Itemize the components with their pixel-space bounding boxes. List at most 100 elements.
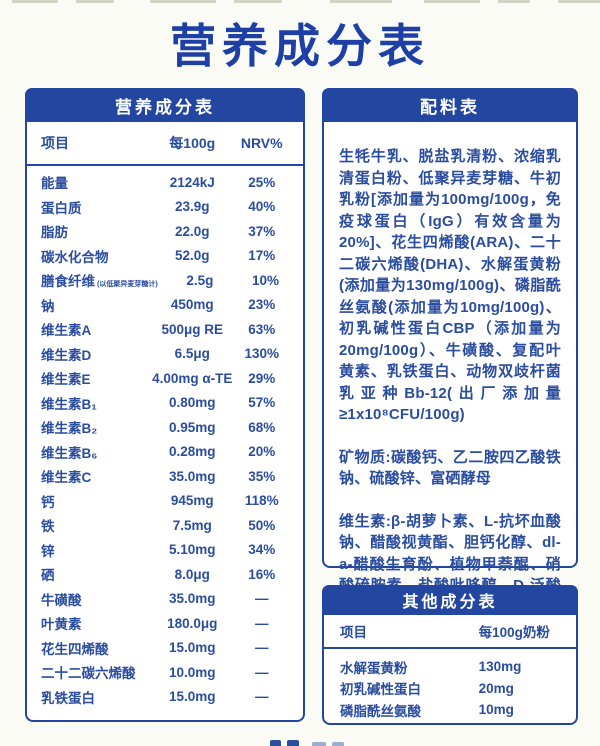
nutrient-name: 牛磺酸: [41, 592, 82, 608]
nutrient-value: 450mg: [170, 297, 214, 313]
nutrient-value: 4.00mg α-TE: [152, 370, 233, 386]
table-row: 锌 5.10mg 34%: [41, 538, 289, 563]
table-row: 硒 8.0μg 16%: [41, 562, 289, 587]
table-row: 花生四烯酸 15.0mg —: [41, 636, 289, 661]
column-header-item: 项目: [41, 135, 69, 151]
table-row: 蛋白质 23.9g 40%: [41, 195, 289, 220]
nutrient-nrv: 29%: [248, 370, 276, 386]
nutrient-value: 7.5mg: [172, 517, 212, 533]
nutrient-name: 叶黄素: [41, 617, 82, 633]
glyph-fragment: [498, 0, 530, 3]
glyph-fragment: [150, 0, 216, 3]
nutrient-name: 铁: [41, 519, 55, 535]
nutrient-nrv: 34%: [248, 542, 276, 558]
table-row: 膳食纤维 (以低聚异麦芽糖计) 2.5g 10%: [41, 268, 289, 293]
other-column-header-row: 项目 每100g奶粉: [324, 615, 576, 649]
nutrient-nrv: 63%: [248, 321, 276, 337]
nutrient-value: 8.0μg: [174, 566, 210, 582]
nutrient-name: 锌: [41, 543, 55, 559]
nutrient-value: 35.0mg: [169, 468, 216, 484]
glyph-fragment: [330, 0, 392, 3]
nutrient-nrv: 57%: [248, 395, 276, 411]
nutrient-nrv: 50%: [248, 517, 276, 533]
table-row: 维生素A 500μg RE 63%: [41, 317, 289, 342]
table-row: 维生素D 6.5μg 130%: [41, 342, 289, 367]
nutrition-panel: 营养成分表 项目 每100g NRV% 能量 2124kJ 25% 蛋白质 23…: [25, 88, 305, 722]
table-row: 水解蛋黄粉 130mg: [340, 656, 560, 678]
nutrient-value: 15.0mg: [169, 689, 216, 705]
nutrient-nrv: 25%: [248, 174, 276, 190]
nutrient-name: 能量: [41, 176, 68, 192]
table-row: 初乳碱性蛋白 20mg: [340, 678, 560, 700]
table-row: 钙 945mg 118%: [41, 489, 289, 514]
glyph-fragment: [332, 742, 344, 746]
table-row: 钠 450mg 23%: [41, 293, 289, 318]
nutrient-value: 23.9g: [175, 199, 210, 215]
component-name: 磷脂酰丝氨酸: [340, 703, 421, 719]
page-title: 营养成分表: [170, 20, 430, 72]
table-row: 维生素B₆ 0.28mg 20%: [41, 440, 289, 465]
table-row: 维生素B₁ 0.80mg 57%: [41, 391, 289, 416]
nutrient-name: 维生素C: [41, 470, 92, 486]
table-row: 维生素E 4.00mg α-TE 29%: [41, 366, 289, 391]
component-value: 10mg: [478, 702, 514, 718]
nutrient-name: 维生素B₆: [41, 445, 98, 461]
nutrient-nrv: 23%: [248, 297, 276, 313]
table-row: 乳铁蛋白 15.0mg —: [41, 685, 289, 710]
nutrient-nrv: 35%: [248, 468, 276, 484]
nutrient-name: 维生素B₁: [41, 396, 97, 412]
nutrient-nrv: 17%: [248, 248, 276, 264]
glyph-fragment: [12, 0, 58, 3]
nutrient-value: 0.80mg: [169, 395, 216, 411]
other-column-header-per100g: 每100g奶粉: [478, 625, 550, 640]
ingredients-paragraph: 生牦牛乳、脱盐乳清粉、浓缩乳清蛋白粉、低聚异麦芽糖、牛初乳粉[添加量为100mg…: [339, 148, 561, 423]
nutrition-panel-title: 营养成分表: [115, 97, 215, 117]
table-row: 能量 2124kJ 25%: [41, 170, 289, 195]
nutrient-value: 52.0g: [175, 248, 210, 264]
table-row: 脂肪 22.0g 37%: [41, 219, 289, 244]
component-name: 水解蛋黄粉: [340, 660, 408, 676]
ingredients-panel: 配料表 生牦牛乳、脱盐乳清粉、浓缩乳清蛋白粉、低聚异麦芽糖、牛初乳粉[添加量为1…: [322, 88, 578, 616]
nutrient-value: 0.95mg: [169, 419, 216, 435]
nutrient-nrv: 20%: [248, 444, 276, 460]
nutrient-value: 15.0mg: [169, 640, 216, 656]
nutrient-name: 蛋白质: [41, 200, 82, 216]
table-row: 磷脂酰丝氨酸 10mg: [340, 699, 560, 721]
nutrient-value: 22.0g: [175, 223, 210, 239]
other-components-panel-title: 其他成分表: [402, 594, 498, 611]
nutrient-value: 2.5g: [186, 272, 214, 288]
other-column-header-item: 项目: [340, 625, 367, 640]
component-name: 初乳碱性蛋白: [340, 682, 421, 698]
nutrient-nrv: —: [254, 664, 269, 680]
table-row: 二十二碳六烯酸 10.0mg —: [41, 660, 289, 685]
nutrient-name: 维生素B₂: [41, 421, 98, 437]
nutrient-name: 维生素A: [41, 323, 92, 339]
nutrient-note: (以低聚异麦芽糖计): [97, 281, 158, 289]
table-row: 碳水化合物 52.0g 17%: [41, 244, 289, 269]
glyph-fragment: [424, 0, 480, 3]
nutrient-name: 钙: [41, 494, 55, 510]
component-value: 130mg: [478, 659, 522, 675]
ingredients-paragraph: 矿物质:碳酸钙、乙二胺四乙酸铁钠、硫酸锌、富硒酵母: [339, 448, 561, 488]
nutrient-name: 脂肪: [41, 225, 68, 241]
nutrient-value: 180.0μg: [167, 615, 218, 631]
other-rows: 水解蛋黄粉 130mg 初乳碱性蛋白 20mg 磷脂酰丝氨酸 10mg: [324, 649, 576, 721]
nutrient-name: 二十二碳六烯酸: [41, 666, 136, 682]
nutrient-nrv: 130%: [244, 346, 279, 362]
nutrient-name: 维生素E: [41, 372, 91, 388]
nutrient-value: 945mg: [170, 493, 214, 509]
nutrient-value: 500μg RE: [161, 321, 224, 337]
table-row: 叶黄素 180.0μg —: [41, 611, 289, 636]
nutrient-nrv: 37%: [248, 223, 276, 239]
glyph-fragment: [287, 740, 299, 746]
table-row: 维生素C 35.0mg 35%: [41, 464, 289, 489]
glyph-fragment: [76, 0, 114, 3]
nutrient-name: 乳铁蛋白: [41, 690, 95, 706]
nutrient-value: 6.5μg: [174, 346, 210, 362]
nutrient-value: 5.10mg: [169, 542, 216, 558]
nutrient-value: 2124kJ: [169, 174, 215, 190]
other-components-panel: 其他成分表 项目 每100g奶粉 水解蛋黄粉 130mg 初乳碱性蛋白 20mg…: [322, 585, 578, 725]
nutrient-nrv: 10%: [251, 272, 279, 288]
nutrient-name: 花生四烯酸: [41, 641, 109, 657]
